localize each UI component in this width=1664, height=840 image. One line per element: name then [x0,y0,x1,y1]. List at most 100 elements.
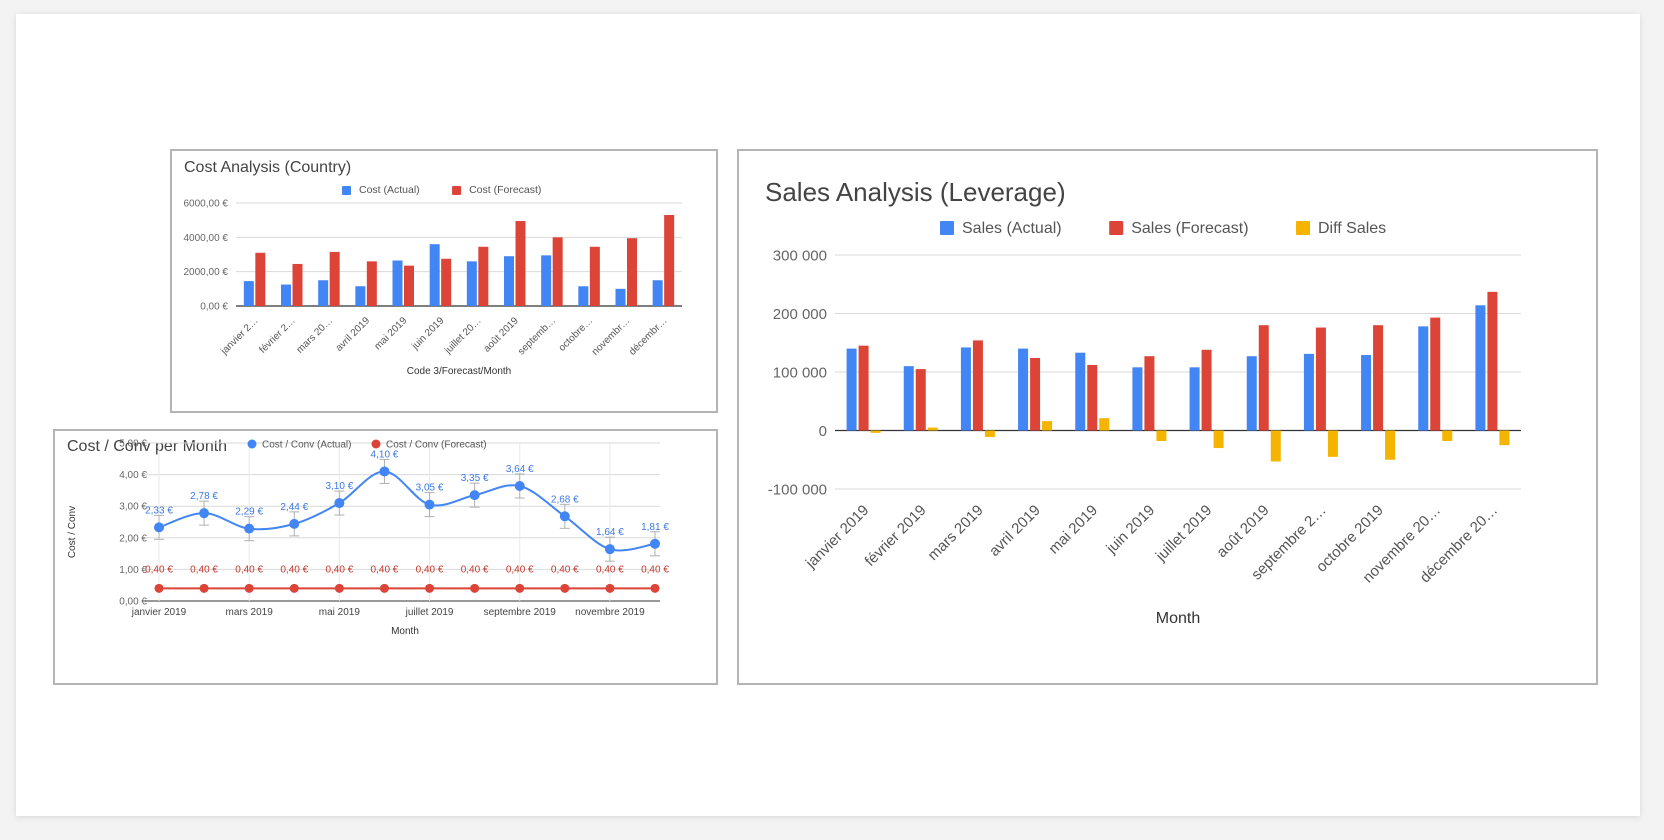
y-axis-label: Cost / Conv [67,506,78,558]
data-label-forecast: 0,40 € [145,564,173,575]
point-actual [424,499,435,510]
x-axis-label: Code 3/Forecast/Month [407,366,512,377]
legend-label-0: Cost (Actual) [359,184,420,196]
bar-diff [1442,430,1453,442]
bar-diff [1042,421,1053,431]
x-tick-label: juin 2019 [409,315,446,352]
bar-diff [1099,418,1110,431]
bar-actual [318,280,329,306]
data-label-forecast: 0,40 € [596,564,624,575]
bar-forecast [972,340,983,431]
bar-actual [355,286,366,306]
y-tick-label: 2,00 € [119,533,147,544]
point-actual [289,518,300,529]
x-tick-label: septemb… [516,315,558,357]
point-forecast [334,583,344,593]
data-label-actual: 4,10 € [371,449,399,460]
bar-forecast [441,258,452,306]
bar-forecast [664,215,675,306]
x-tick-label: mai 2019 [373,315,410,352]
point-forecast [154,583,164,593]
x-tick-label: mars 2019 [226,607,274,618]
bar-actual [960,347,971,431]
legend-label-0: Sales (Actual) [962,220,1062,237]
x-tick-label: octobre… [557,315,595,353]
bar-actual [1132,367,1143,431]
bar-diff [927,427,938,431]
legend-swatch-0 [342,186,351,195]
cost-analysis-panel: Cost Analysis (Country) Cost (Actual) Cost… [170,149,718,413]
legend-label-1: Cost / Conv (Forecast) [386,440,487,451]
point-forecast [470,583,480,593]
point-forecast [289,583,299,593]
x-tick-label: novembr… [590,315,632,357]
legend-swatch-1 [452,186,462,195]
bar-actual [541,255,552,306]
data-label-actual: 3,10 € [325,481,353,492]
data-label-actual: 3,35 € [461,473,489,484]
bar-diff [984,430,995,437]
y-tick-label: -100 000 [768,481,827,498]
x-tick-label: juin 2019 [1102,502,1158,558]
x-tick-label: mai 2019 [1045,502,1101,558]
data-label-actual: 2,44 € [280,502,308,513]
legend-marker-0 [247,439,257,449]
bar-actual [903,366,914,431]
data-label-forecast: 0,40 € [280,564,308,575]
x-tick-label: mars 20… [295,315,335,355]
legend-label-1: Cost (Forecast) [469,184,541,196]
bar-actual [652,280,663,306]
point-forecast [425,583,435,593]
x-tick-label: février 2… [257,315,297,355]
bar-actual [846,348,857,431]
legend-marker-1 [371,439,381,449]
y-tick-label: 4000,00 € [184,233,229,244]
x-tick-label: janvier 2019 [802,502,873,573]
data-label-forecast: 0,40 € [641,564,669,575]
legend-swatch-0 [940,221,954,235]
chart-title: Cost Analysis (Country) [184,159,351,176]
data-label-actual: 1,81 € [641,522,669,533]
cost-analysis-chart: Cost Analysis (Country) Cost (Actual) Cost… [184,159,682,377]
series-line-actual [158,470,656,552]
bar-forecast [292,263,303,306]
data-label-forecast: 0,40 € [461,564,489,575]
x-tick-label: juillet 2019 [1152,502,1215,565]
point-actual [650,538,660,549]
point-actual [334,498,345,509]
bar-actual [1361,355,1372,431]
bar-forecast [1487,291,1498,431]
data-label-actual: 1,64 € [596,527,624,538]
y-tick-label: 100 000 [773,364,827,381]
x-tick-label: novembre 2019 [575,607,645,618]
bar-actual [1246,356,1257,431]
bar-actual [281,284,291,306]
bar-forecast [255,252,266,306]
bar-forecast [478,246,489,306]
cost-conv-chart: Cost / Conv per Month 0,00 € 1,00 € 2,00 € 3… [67,438,669,637]
data-label-actual: 3,64 € [506,464,534,475]
bar-actual [578,286,589,306]
point-actual [469,490,480,501]
point-forecast [244,583,254,593]
point-forecast [515,583,525,593]
y-tick-label: 1,00 € [119,565,147,576]
point-actual [514,480,525,491]
bar-forecast [589,246,600,306]
bar-forecast [1430,317,1441,431]
bar-actual [1475,305,1486,431]
point-actual [379,466,390,477]
bar-diff [870,430,881,433]
x-tick-label: mai 2019 [319,607,361,618]
bar-actual [392,260,403,306]
bar-actual [243,281,254,306]
x-tick-label: août 2019 [482,315,522,355]
bar-diff [1499,430,1510,446]
y-tick-label: 4,00 € [119,470,147,481]
y-tick-label: 2000,00 € [184,267,229,278]
x-tick-label: février 2019 [862,502,930,570]
x-tick-label: janvier 2019 [131,607,187,618]
bar-forecast [1258,325,1269,431]
x-tick-label: juillet 20… [442,315,484,357]
bar-diff [1270,430,1281,462]
